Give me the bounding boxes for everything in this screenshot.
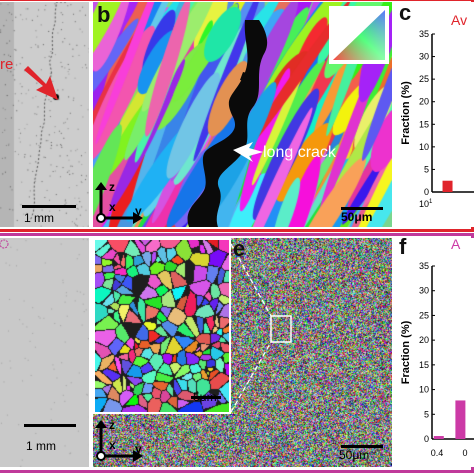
crack-pointer-icon bbox=[233, 142, 263, 162]
y-axis-label: Fraction (%) bbox=[400, 320, 412, 384]
y-tick-label: 35 bbox=[419, 29, 429, 39]
long-crack-annotation: long crack bbox=[263, 144, 336, 161]
y-tick-label: 20 bbox=[419, 97, 429, 107]
y-tick-label: 35 bbox=[419, 261, 429, 271]
panel-c-label: c bbox=[399, 2, 412, 25]
bar bbox=[433, 436, 444, 439]
y-tick-label: 30 bbox=[419, 286, 429, 296]
panel-e-scalebar-line bbox=[341, 445, 383, 448]
panel-b-label: b bbox=[97, 2, 111, 27]
bar bbox=[442, 180, 453, 192]
panel-e-zoom-lines bbox=[230, 243, 292, 413]
y-tick-label: 10 bbox=[419, 385, 429, 395]
panel-c-legend-partial: Av bbox=[451, 12, 468, 28]
y-tick-label: 5 bbox=[424, 409, 429, 419]
panel-e-inset: 5μm bbox=[93, 238, 231, 414]
panel-b-axis-x: x bbox=[109, 200, 116, 214]
panel-f-legend-partial: A bbox=[451, 238, 461, 252]
panel-c-plot: 35 30 25 20 15 10 5 0 Fraction (%) 101 bbox=[400, 29, 474, 209]
x-tick-label: 101 bbox=[419, 199, 433, 209]
panel-f-chart: f A 35 30 25 20 15 10 5 0 Fraction (%) 0.4 0 bbox=[397, 238, 474, 467]
panel-e-ebsd-map: 5μm e z x y 50μm bbox=[93, 238, 392, 467]
y-tick-label: 0 bbox=[424, 434, 429, 444]
ipf-triangle-legend bbox=[329, 6, 389, 64]
y-axis-label: Fraction (%) bbox=[400, 81, 412, 145]
y-tick-label: 30 bbox=[419, 52, 429, 62]
panel-d-scalebar-label: 1 mm bbox=[26, 439, 56, 453]
panel-e-inset-grains bbox=[95, 240, 229, 412]
y-tick-label: 25 bbox=[419, 74, 429, 84]
panel-e-label: e bbox=[233, 238, 246, 261]
panel-e-axis-z: z bbox=[109, 418, 115, 432]
panel-a-scalebar-label: 1 mm bbox=[24, 211, 54, 225]
panel-a-micrograph: re 1 mm bbox=[0, 2, 89, 227]
panel-c-chart: c Av 35 30 25 20 15 10 5 0 Fraction (%) 101 bbox=[397, 2, 474, 227]
x-tick-label: 0 bbox=[462, 448, 467, 458]
x-tick-label: 0.4 bbox=[431, 448, 444, 458]
y-tick-label: 25 bbox=[419, 310, 429, 320]
x-tick-exponent: 1 bbox=[429, 199, 433, 205]
bar bbox=[455, 400, 466, 439]
panel-e-inset-scalebar-line bbox=[191, 396, 221, 399]
panel-b-crack bbox=[187, 20, 268, 227]
panel-b-axis-triad-icon bbox=[95, 182, 143, 224]
panel-b-scalebar-line bbox=[341, 207, 383, 210]
panel-e-scalebar-label: 50μm bbox=[339, 448, 370, 462]
panel-b-ebsd-map: b long crack z x y 50μm bbox=[93, 2, 392, 227]
y-tick-label: 15 bbox=[419, 360, 429, 370]
y-tick-label: 10 bbox=[419, 142, 429, 152]
panel-f-label: f bbox=[399, 238, 407, 259]
panel-a-image bbox=[0, 2, 89, 227]
panel-b-scalebar-label: 50μm bbox=[341, 210, 373, 224]
red-arrow-icon bbox=[24, 66, 58, 100]
panel-d-image bbox=[0, 238, 89, 467]
panel-d-scalebar-line bbox=[24, 424, 76, 427]
panel-a-scalebar-line bbox=[22, 205, 76, 208]
y-tick-label: 5 bbox=[424, 164, 429, 174]
panel-b-axis-z: z bbox=[109, 180, 115, 194]
panel-e-axis-x: x bbox=[109, 438, 116, 452]
panel-e-inset-scalebar-label: 5μm bbox=[193, 390, 217, 404]
panel-e-axis-y: y bbox=[135, 442, 142, 456]
panel-b-axis-y: y bbox=[135, 204, 142, 218]
y-tick-label: 15 bbox=[419, 119, 429, 129]
y-tick-label: 20 bbox=[419, 335, 429, 345]
panel-d-marker-icon bbox=[0, 239, 9, 249]
panel-d-micrograph: 1 mm bbox=[0, 238, 89, 467]
panel-e-axis-triad-icon bbox=[95, 420, 143, 462]
panel-a-partial-label: re bbox=[0, 56, 14, 73]
y-tick-label: 0 bbox=[424, 187, 429, 197]
